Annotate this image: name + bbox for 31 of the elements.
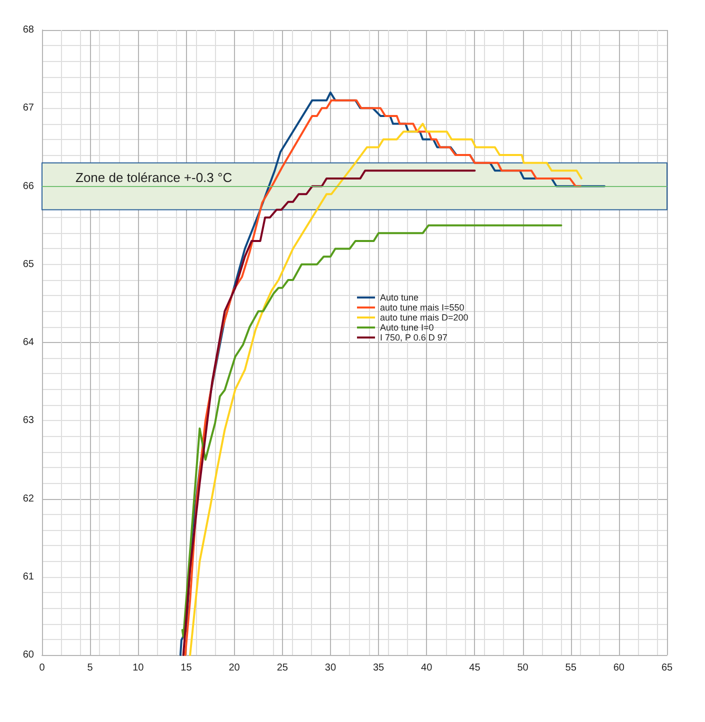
- legend-label: auto tune mais D=200: [380, 312, 468, 322]
- x-tick-label: 40: [421, 662, 433, 674]
- y-tick-label: 66: [22, 180, 34, 192]
- x-tick-label: 10: [132, 662, 144, 674]
- x-tick-label: 60: [613, 662, 625, 674]
- x-tick-label: 5: [87, 662, 94, 674]
- legend-label: I 750, P 0.6 D 97: [380, 332, 448, 342]
- y-tick-label: 63: [22, 415, 34, 426]
- x-tick-label: 15: [180, 662, 192, 674]
- band-label: Zone de tolérance +-0.3 °C: [76, 170, 232, 185]
- y-tick-label: 68: [22, 24, 34, 36]
- legend-label: auto tune mais I=550: [380, 302, 464, 312]
- line-series: [181, 224, 562, 638]
- y-tick-label: 60: [22, 650, 34, 660]
- legend-label: Auto tune: [380, 292, 419, 302]
- y-tick-label: 65: [22, 258, 34, 270]
- x-tick-label: 20: [228, 662, 240, 674]
- x-tick-label: 30: [324, 662, 336, 674]
- x-tick-label: 55: [565, 662, 577, 674]
- y-tick-label: 61: [22, 571, 34, 582]
- x-tick-label: 50: [517, 662, 529, 674]
- y-tick-label: 62: [22, 493, 34, 504]
- x-tick-label: 35: [372, 662, 385, 674]
- x-tick-label: 0: [39, 662, 46, 674]
- x-tick-label: 25: [276, 662, 288, 674]
- y-tick-label: 64: [22, 337, 34, 348]
- line-series: [182, 170, 476, 656]
- y-tick-label: 67: [22, 102, 34, 114]
- legend-label: Auto tune I=0: [380, 322, 434, 332]
- x-tick-label: 65: [661, 662, 673, 674]
- x-tick-label: 45: [469, 662, 481, 674]
